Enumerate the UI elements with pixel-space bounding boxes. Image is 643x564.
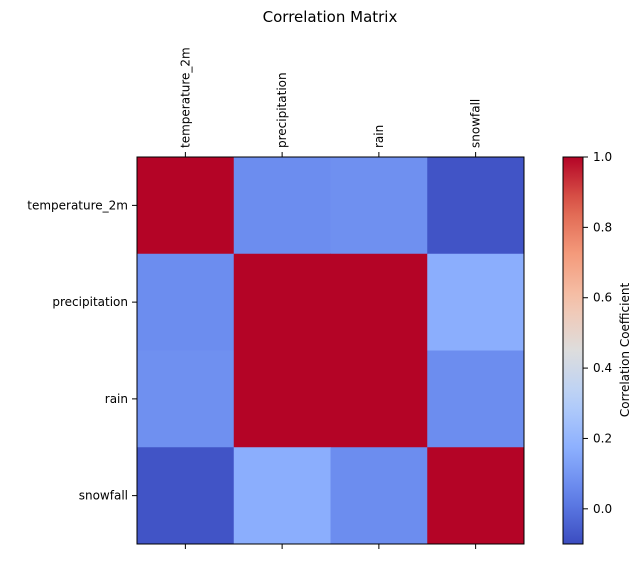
y-tick-label: temperature_2m: [27, 198, 128, 212]
colorbar: [562, 156, 584, 545]
heatmap-cell-precipitation-precipitation: [233, 253, 331, 351]
heatmap-cell-rain-snowfall: [427, 350, 525, 448]
x-tick-label: temperature_2m: [178, 47, 192, 148]
heatmap-cell-precipitation-temperature_2m: [137, 253, 235, 351]
y-tick-label: rain: [105, 392, 128, 406]
y-axis-ticks: temperature_2m precipitation rain snowfall: [27, 198, 137, 503]
chart-title: Correlation Matrix: [263, 8, 398, 26]
colorbar-ticks: 0.0 0.2 0.4 0.6 0.8 1.0: [583, 150, 612, 516]
colorbar-tick-label: 1.0: [593, 150, 612, 164]
heatmap-cell-temperature_2m-rain: [330, 157, 428, 255]
colorbar-tick-label: 0.6: [593, 291, 612, 305]
heatmap-cell-snowfall-temperature_2m: [137, 447, 235, 545]
heatmap-cells: [137, 157, 525, 545]
x-axis-ticks: temperature_2m precipitation rain snowfall: [178, 47, 483, 549]
heatmap-cell-snowfall-precipitation: [233, 447, 331, 545]
heatmap-cell-rain-precipitation: [233, 350, 331, 448]
colorbar-tick-label: 0.0: [593, 502, 612, 516]
colorbar-tick-label: 0.8: [593, 220, 612, 234]
heatmap-cell-snowfall-rain: [330, 447, 428, 545]
plot-frame: [136, 156, 525, 545]
y-tick-label: snowfall: [79, 489, 128, 503]
heatmap-cell-precipitation-rain: [330, 253, 428, 351]
colorbar-tick-label: 0.4: [593, 361, 612, 375]
y-tick-label: precipitation: [52, 295, 128, 309]
heatmap-cell-rain-rain: [330, 350, 428, 448]
heatmap-cell-temperature_2m-temperature_2m: [137, 157, 235, 255]
x-tick-label: rain: [372, 125, 386, 148]
heatmap-cell-snowfall-snowfall: [427, 447, 525, 545]
heatmap-cell-rain-temperature_2m: [137, 350, 235, 448]
colorbar-tick-label: 0.2: [593, 431, 612, 445]
x-tick-label: precipitation: [275, 72, 289, 148]
heatmap-cell-temperature_2m-precipitation: [233, 157, 331, 255]
heatmap-cell-temperature_2m-snowfall: [427, 157, 525, 255]
x-tick-label: snowfall: [469, 99, 483, 148]
colorbar-label: Correlation Coefficient: [618, 283, 632, 418]
heatmap-cell-precipitation-snowfall: [427, 253, 525, 351]
